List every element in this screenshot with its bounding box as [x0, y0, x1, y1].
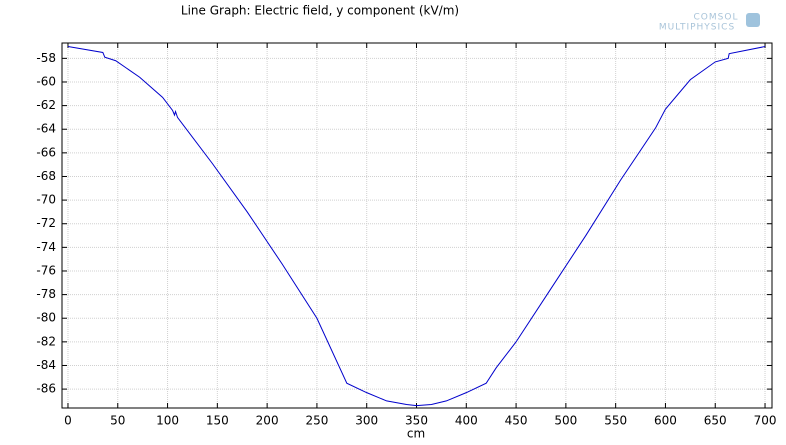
logo-text: COMSOL [694, 13, 739, 23]
y-tick-label: -66 [36, 145, 56, 159]
chart-title: Line Graph: Electric field, y component … [181, 4, 459, 18]
x-tick-label: 400 [455, 414, 478, 428]
x-tick-label: 50 [110, 414, 125, 428]
x-tick-label: 650 [704, 414, 727, 428]
data-line [67, 46, 766, 407]
logo-icon [746, 13, 760, 27]
y-tick-label: -58 [36, 51, 56, 65]
x-tick-label: 0 [64, 414, 72, 428]
y-tick-label: -74 [36, 240, 56, 254]
plot-frame [61, 42, 773, 409]
y-tick-label: -62 [36, 98, 56, 112]
y-tick-label: -60 [36, 74, 56, 88]
x-axis-label: cm [407, 427, 425, 441]
x-tick-label: 300 [355, 414, 378, 428]
y-tick-label: -72 [36, 216, 56, 230]
x-tick-label: 500 [554, 414, 577, 428]
y-tick-label: -78 [36, 287, 56, 301]
y-tick-label: -70 [36, 193, 56, 207]
y-tick-label: -82 [36, 334, 56, 348]
y-tick-label: -80 [36, 311, 56, 325]
x-tick-label: 350 [405, 414, 428, 428]
x-tick-label: 100 [156, 414, 179, 428]
y-tick-label: -68 [36, 169, 56, 183]
x-tick-label: 200 [256, 414, 279, 428]
x-tick-label: 700 [754, 414, 777, 428]
y-tick-label: -84 [36, 358, 56, 372]
x-tick-label: 150 [206, 414, 229, 428]
x-tick-label: 550 [604, 414, 627, 428]
y-tick-label: -76 [36, 263, 56, 277]
x-tick-label: 250 [305, 414, 328, 428]
y-tick-label: -86 [36, 382, 56, 396]
logo-text: MULTIPHYSICS [659, 23, 735, 33]
x-tick-label: 450 [505, 414, 528, 428]
y-tick-label: -64 [36, 122, 56, 136]
x-tick-label: 600 [654, 414, 677, 428]
